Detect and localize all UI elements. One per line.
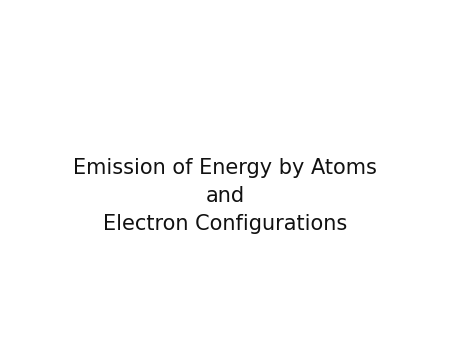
Text: Emission of Energy by Atoms
and
Electron Configurations: Emission of Energy by Atoms and Electron… (73, 158, 377, 234)
